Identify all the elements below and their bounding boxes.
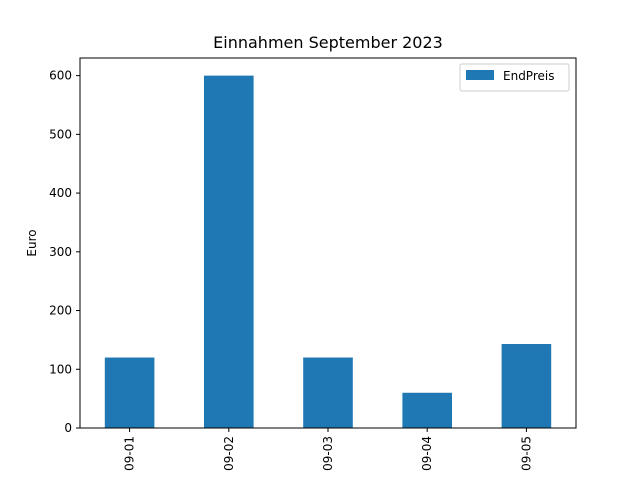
y-axis-label: Euro [25,229,39,256]
bar-09-03 [303,357,353,428]
y-tick-label-600: 600 [49,69,72,83]
y-tick-label-200: 200 [49,304,72,318]
x-tick-label-09-03: 09-03 [321,436,335,471]
y-tick-label-400: 400 [49,186,72,200]
bar-09-04 [402,392,452,428]
legend-label-endpreis: EndPreis [503,69,554,83]
bar-09-01 [104,357,155,428]
x-tick-label-09-04: 09-04 [420,436,434,471]
x-tick-label-09-01: 09-01 [123,436,137,471]
bars-layer [104,75,552,428]
bar-09-02 [204,75,254,428]
y-tick-label-100: 100 [49,362,72,376]
x-tick-label-09-05: 09-05 [519,436,533,471]
chart-title: Einnahmen September 2023 [213,33,443,52]
legend-swatch-endpreis [466,70,494,80]
bar-09-05 [501,344,552,428]
y-axis: 0 100 200 300 400 500 600 [49,69,80,435]
y-tick-label-0: 0 [64,421,72,435]
x-axis: 09-01 09-02 09-03 09-04 09-05 [123,428,533,471]
x-tick-label-09-02: 09-02 [222,436,236,471]
y-tick-label-500: 500 [49,127,72,141]
legend: EndPreis [459,63,570,92]
y-tick-label-300: 300 [49,245,72,259]
